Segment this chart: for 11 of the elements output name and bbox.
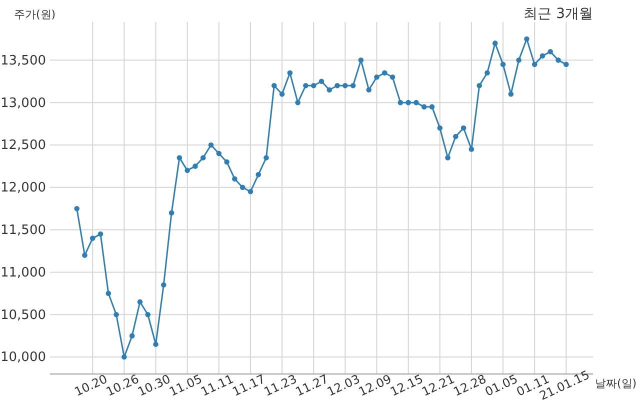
chart-title: 최근 3개월 bbox=[524, 6, 593, 22]
y-tick-label: 12,500 bbox=[0, 138, 46, 154]
y-tick-label: 12,000 bbox=[0, 180, 46, 196]
y-tick-label: 10,500 bbox=[0, 308, 46, 323]
y-tick-label: 10,000 bbox=[0, 350, 46, 366]
y-tick-label: 11,000 bbox=[0, 265, 46, 280]
y-tick-label: 11,500 bbox=[0, 222, 46, 238]
x-axis-title: 날짜(일) bbox=[595, 377, 637, 390]
y-axis-title: 주가(원) bbox=[14, 8, 56, 21]
y-tick-label: 13,000 bbox=[0, 96, 46, 111]
y-tick-label: 13,500 bbox=[0, 53, 46, 68]
